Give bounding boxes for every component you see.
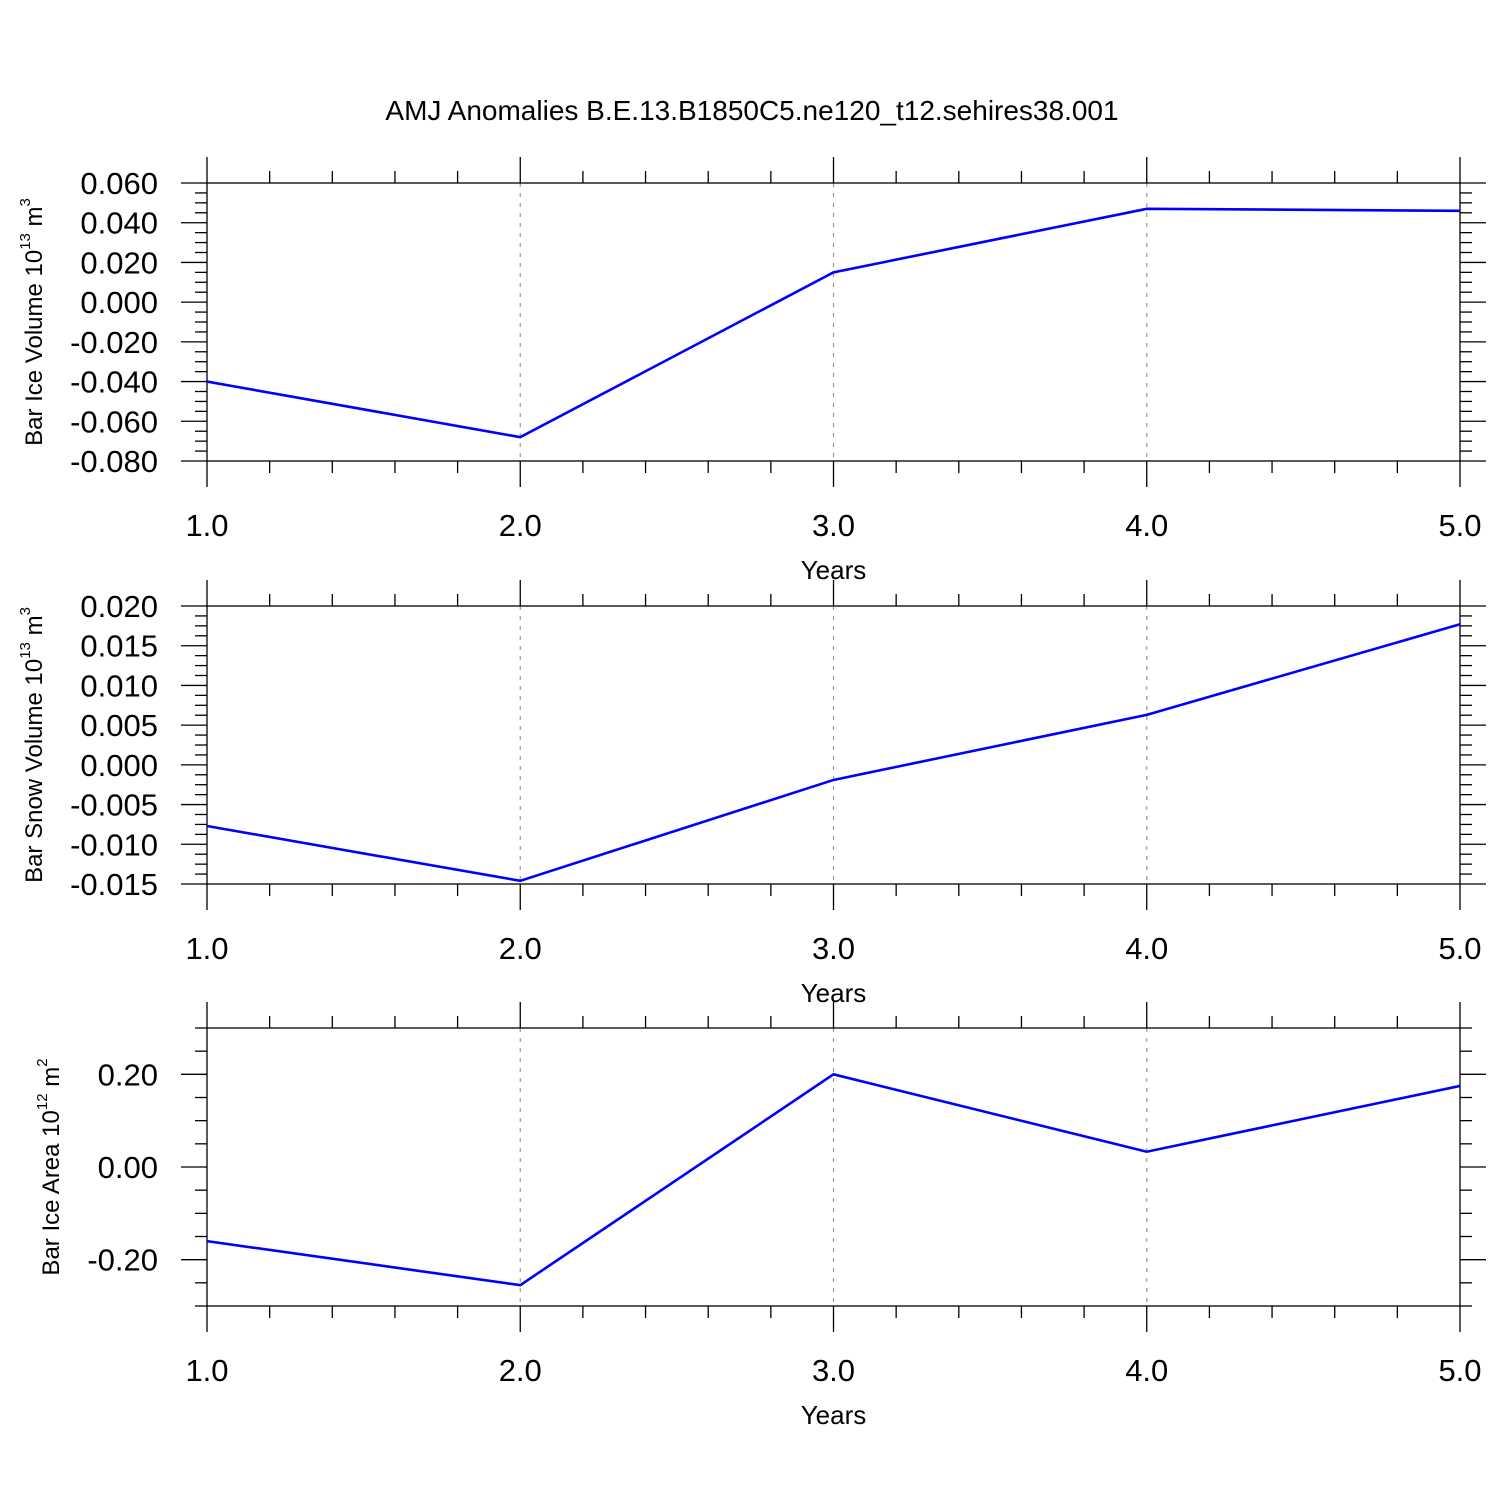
x-tick-label: 1.0 (185, 931, 228, 966)
y-axis-title-unit-exponent: 3 (17, 198, 34, 206)
y-axis-title: Bar Snow Volume 1013 m3 (17, 607, 48, 883)
chart-panel-3: 1.0 2.0 3.0 4.0 5.0 Years -0.20 0.00 0.20 Bar Ice… (34, 1002, 1486, 1430)
x-tick-label: 2.0 (499, 1353, 542, 1388)
y-tick-label: 0.000 (80, 285, 158, 320)
y-tick-label: -0.080 (70, 444, 158, 479)
y-axis-title-exponent: 13 (17, 642, 34, 659)
y-axis-title-text: Bar Ice Area 10 (38, 1110, 65, 1275)
x-tick-label: 2.0 (499, 508, 542, 543)
x-tick-label: 4.0 (1125, 508, 1168, 543)
panels: 1.0 2.0 3.0 4.0 5.0 Years -0.080 -0.060 -0.040 -0… (17, 157, 1486, 1430)
y-axis-title-exponent: 12 (34, 1093, 51, 1110)
y-tick-label: 0.015 (80, 629, 158, 664)
y-axis-title: Bar Ice Volume 1013 m3 (17, 198, 48, 446)
y-tick-label: -0.060 (70, 404, 158, 439)
x-axis-title: Years (801, 1400, 867, 1430)
y-tick-label: 0.040 (80, 206, 158, 241)
x-tick-label: 1.0 (185, 1353, 228, 1388)
y-tick-label: -0.040 (70, 365, 158, 400)
y-tick-label: -0.005 (70, 788, 158, 823)
y-tick-label: 0.020 (80, 589, 158, 624)
y-tick-label: 0.020 (80, 245, 158, 280)
y-tick-label: 0.010 (80, 668, 158, 703)
y-axis-title-unit: m (21, 615, 48, 642)
x-tick-label: 5.0 (1438, 1353, 1481, 1388)
y-axis-title-unit: m (38, 1067, 65, 1094)
x-tick-label: 2.0 (499, 931, 542, 966)
x-tick-label: 3.0 (812, 931, 855, 966)
y-tick-label: 0.060 (80, 166, 158, 201)
x-tick-label: 5.0 (1438, 931, 1481, 966)
y-axis-title-text: Bar Snow Volume 10 (21, 659, 48, 883)
figure-title: AMJ Anomalies B.E.13.B1850C5.ne120_t12.s… (385, 95, 1118, 126)
y-axis-title: Bar Ice Area 1012 m2 (34, 1058, 65, 1275)
y-tick-label: 0.00 (98, 1150, 158, 1185)
x-tick-label: 1.0 (185, 508, 228, 543)
y-axis-title-unit: m (21, 206, 48, 233)
y-tick-label: 0.000 (80, 748, 158, 783)
y-axis-title-unit-exponent: 3 (17, 607, 34, 615)
y-tick-label: -0.020 (70, 325, 158, 360)
y-tick-label: -0.015 (70, 867, 158, 902)
x-tick-label: 4.0 (1125, 931, 1168, 966)
y-axis-title-unit-exponent: 2 (34, 1058, 51, 1066)
x-tick-label: 3.0 (812, 508, 855, 543)
x-tick-label: 4.0 (1125, 1353, 1168, 1388)
y-tick-label: 0.20 (98, 1057, 158, 1092)
y-axis-title-text: Bar Ice Volume 10 (21, 250, 48, 446)
y-axis-title-exponent: 13 (17, 233, 34, 250)
y-tick-label: -0.010 (70, 827, 158, 862)
x-tick-label: 5.0 (1438, 508, 1481, 543)
x-tick-label: 3.0 (812, 1353, 855, 1388)
y-tick-label: 0.005 (80, 708, 158, 743)
y-tick-label: -0.20 (87, 1243, 158, 1278)
